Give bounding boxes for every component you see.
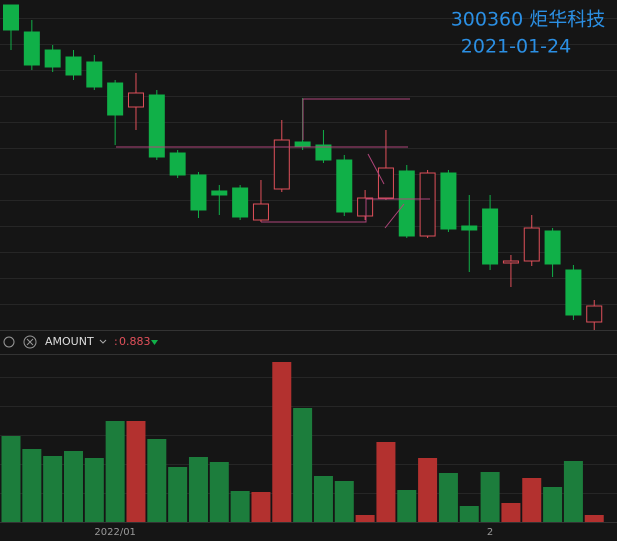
amount-bar	[480, 472, 500, 522]
candle-body	[252, 203, 269, 221]
amount-bar	[563, 461, 583, 522]
amount-bar	[188, 457, 208, 522]
candle-body	[336, 159, 353, 213]
amount-bar	[1, 436, 21, 522]
trend-icon	[151, 340, 158, 345]
candle-body	[502, 260, 519, 264]
amount-bar	[147, 439, 167, 522]
candle-body	[23, 31, 40, 66]
candle-body	[440, 172, 457, 230]
amount-bar	[543, 487, 563, 522]
amount-bar	[209, 462, 229, 522]
x-tick-label: 2	[487, 527, 493, 538]
amount-bar	[22, 449, 42, 522]
amount-bar	[251, 492, 271, 522]
candle-body	[523, 227, 540, 262]
amount-bar	[376, 442, 396, 522]
candle-body	[86, 61, 103, 88]
candle-body	[315, 144, 332, 161]
candle-body	[565, 269, 582, 316]
candle-body	[107, 82, 124, 116]
drawing	[116, 98, 430, 229]
amount-bar	[168, 467, 188, 522]
candle-body	[232, 187, 249, 218]
candle-body	[3, 4, 19, 31]
candle-body	[419, 172, 436, 237]
candle-body	[461, 225, 478, 231]
amount-bar	[105, 421, 125, 522]
amount-bar	[63, 451, 83, 522]
candle-body	[44, 49, 61, 68]
amount-bar	[355, 515, 375, 522]
close-icon	[26, 338, 34, 346]
candle-body	[211, 190, 228, 196]
amount-bar	[584, 515, 604, 522]
amount-bar	[397, 490, 417, 522]
candle-body	[127, 92, 144, 108]
indicator-name: AMOUNT	[45, 335, 94, 348]
settings-icon[interactable]	[3, 336, 15, 348]
candle-body	[148, 94, 165, 158]
chart-title: 300360 炬华科技	[451, 9, 606, 31]
amount-bar	[334, 481, 354, 522]
amount-bar	[126, 421, 146, 522]
dropdown[interactable]	[99, 339, 107, 344]
amount-bar	[522, 478, 542, 522]
amount-bar	[459, 506, 479, 522]
close-icon[interactable]	[23, 335, 37, 349]
candle-body	[169, 152, 186, 176]
candle-body	[586, 305, 603, 323]
x-tick-label: 2022/01	[94, 527, 136, 538]
candle-body	[294, 141, 311, 148]
amount-bar	[84, 458, 104, 522]
amount-bar	[418, 458, 438, 522]
chart-subtitle: 2021-01-24	[461, 36, 571, 58]
amount-bar	[230, 491, 250, 522]
indicator-sep: :	[114, 335, 118, 348]
candle-body	[482, 208, 499, 265]
indicator-value: 0.883	[119, 335, 151, 348]
candle-body	[544, 230, 561, 265]
grid	[0, 0, 617, 330]
amount-bar	[43, 456, 63, 522]
amount-bar	[313, 476, 333, 522]
candle-body	[65, 56, 82, 76]
amount-bar	[501, 503, 521, 522]
amount-bar	[293, 408, 313, 522]
candle-body	[357, 197, 374, 217]
candle-body	[273, 139, 290, 190]
amount-bar	[438, 473, 458, 522]
amount-bar	[272, 362, 292, 522]
candle-body	[190, 174, 207, 211]
candle-body	[377, 167, 394, 199]
candle-body	[398, 170, 415, 237]
